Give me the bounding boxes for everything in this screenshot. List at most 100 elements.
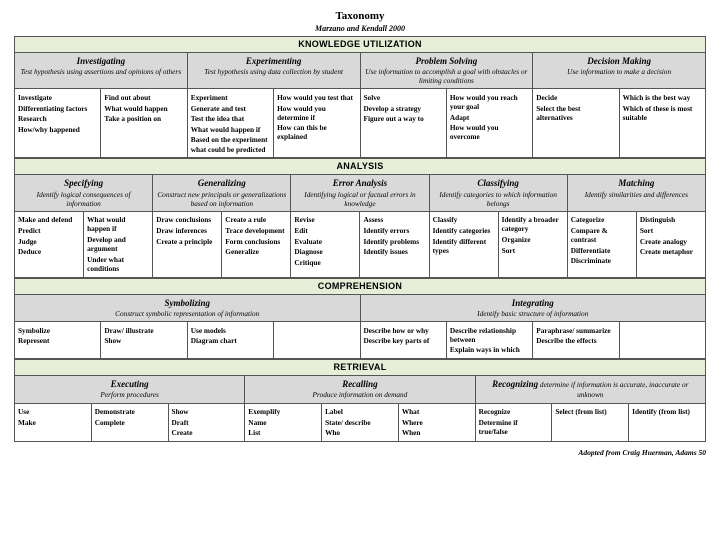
terms-list: Create a ruleTrace developmentForm concl… [225,215,287,256]
category-header: Recognizing determine if information is … [475,376,705,403]
category-desc: Identify basic structure of information [477,309,588,318]
taxonomy-table: KNOWLEDGE UTILIZATIONInvestigatingTest h… [14,36,706,442]
term: Test the idea that [191,114,270,123]
terms-cell: SolveDevelop a strategyFigure out a way … [360,89,446,158]
page-subtitle: Marzano and Kendall 2000 [14,24,706,34]
terms-list: ExperimentGenerate and testTest the idea… [191,93,270,154]
term: Adapt [450,113,529,122]
category-desc: determine if information is accurate, in… [538,380,688,399]
terms-list: InvestigateDifferentiating factorsResear… [18,93,97,134]
category-header: Error AnalysisIdentifying logical or fac… [291,175,429,211]
category-name: Decision Making [587,56,651,66]
category-name: Integrating [512,298,554,308]
category-header: Problem SolvingUse information to accomp… [360,53,533,89]
terms-cell: Find out aboutWhat would happenTake a po… [101,89,187,158]
terms-cell: Make and defendPredictJudgeDeduce [15,211,84,277]
term: Recognize [479,407,549,416]
terms-list: WhatWhereWhen [402,407,472,437]
terms-list: How would you test thatHow would you det… [277,93,356,142]
term: State/ describe [325,418,395,427]
terms-list: Make and defendPredictJudgeDeduce [18,215,80,256]
category-header: MatchingIdentify similarities and differ… [567,175,705,211]
term: Which is the best way [623,93,702,102]
term: Critique [294,258,356,267]
term: What would happen if [87,215,149,233]
category-name: Specifying [64,178,103,188]
term: Show [172,407,242,416]
terms-cell: ExperimentGenerate and testTest the idea… [187,89,273,158]
term: Generate and test [191,104,270,113]
terms-cell: Use modelsDiagram chart [187,322,273,359]
terms-list: SymbolizeRepresent [18,326,97,346]
term: Compare & contrast [571,226,633,244]
section-table: RETRIEVALExecutingPerform proceduresReca… [14,359,706,442]
term: Identify a broader category [502,215,564,233]
category-header: ExecutingPerform procedures [15,376,245,403]
term: Discriminate [571,256,633,265]
category-header: ExperimentingTest hypothesis using data … [187,53,360,89]
term: Figure out a way to [364,114,443,123]
term: Identify errors [363,226,425,235]
terms-cell: How would you test thatHow would you det… [274,89,360,158]
term: List [248,428,318,437]
term: Represent [18,336,97,345]
section-table: COMPREHENSIONSymbolizingConstruct symbol… [14,278,706,359]
terms-list: Draw/ illustrateShow [104,326,183,346]
terms-cell: Decide Select the best alternatives [533,89,619,158]
terms-list: UseMake [18,407,88,427]
term: Make [18,418,88,427]
category-desc: Identifying logical or factual errors in… [304,190,415,208]
term: Where [402,418,472,427]
term: Draw inferences [156,226,218,235]
term: Who [325,428,395,437]
page-title: Taxonomy [14,10,706,24]
terms-cell: Identify a broader categoryOrganizeSort [498,211,567,277]
term: Differentiate [571,246,633,255]
category-desc: Produce information on demand [313,390,408,399]
terms-list: ClassifyIdentify categoriesIdentify diff… [433,215,495,254]
term: Paraphrase/ summarize [536,326,615,335]
category-desc: Construct new principals or generalizati… [157,190,286,208]
term: Describe relationship between [450,326,529,344]
term: How would you overcome [450,123,529,141]
category-desc: Use information to make a decision [567,67,671,76]
term: Evaluate [294,237,356,246]
term: Based on the experiment what could be pr… [191,135,270,153]
terms-cell [619,322,705,359]
term: Show [104,336,183,345]
category-header: IntegratingIdentify basic structure of i… [360,294,706,321]
term: Categorize [571,215,633,224]
term: Describe the effects [536,336,615,345]
term: Sort [640,226,702,235]
term: How/why happened [18,125,97,134]
terms-list: DemonstrateComplete [95,407,165,427]
term: Develop a strategy [364,104,443,113]
term: Organize [502,235,564,244]
term: Investigate [18,93,97,102]
term: When [402,428,472,437]
terms-cell: LabelState/ describeWho [322,403,399,441]
term: Decide [536,93,615,102]
category-name: Recognizing [492,379,538,389]
term: Predict [18,226,80,235]
terms-cell: Categorize Compare & contrast Differentiat… [567,211,636,277]
category-desc: Construct symbolic representation of inf… [115,309,259,318]
terms-list: Describe relationship betweenExplain way… [450,326,529,355]
term: Create metaphor [640,247,702,256]
term: Differentiating factors [18,104,97,113]
category-header: SymbolizingConstruct symbolic representa… [15,294,361,321]
term: Under what conditions [87,255,149,273]
terms-list: What would happen ifDevelop and argument… [87,215,149,273]
category-name: Matching [618,178,654,188]
section-band: RETRIEVAL [15,359,706,375]
terms-list: ReviseEditEvaluateDiagnoseCritique [294,215,356,267]
term: Determine if true/false [479,418,549,436]
terms-list: Use modelsDiagram chart [191,326,270,346]
term: Select the best alternatives [536,104,615,122]
category-header: RecallingProduce information on demand [245,376,475,403]
category-header: Decision MakingUse information to make a… [533,53,706,89]
terms-cell: Identify (from list) [629,403,706,441]
term: Draw/ illustrate [104,326,183,335]
term: Identify categories [433,226,495,235]
terms-cell: What would happen ifDevelop and argument… [84,211,153,277]
